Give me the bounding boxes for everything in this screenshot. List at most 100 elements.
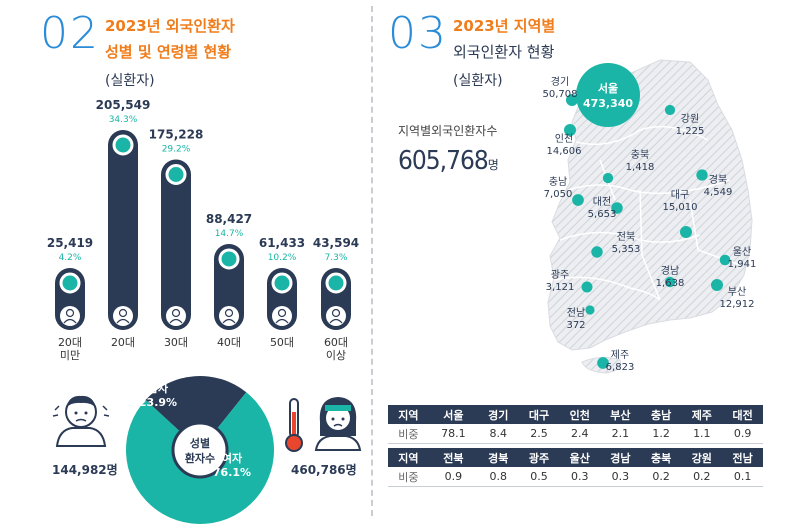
bar-percent-label: 14.7% (215, 229, 244, 239)
region-marker-dot (664, 276, 676, 288)
region-name: 경기 (551, 75, 569, 88)
donut-center-line2: 환자수 (185, 451, 215, 465)
share-row-1: 비중 78.1 8.4 2.5 2.4 2.1 1.2 1.1 0.9 (388, 424, 763, 444)
donut-center (171, 421, 229, 479)
region-value: 1,638 (656, 278, 685, 289)
gender-slice-percent: 76.1% (213, 466, 251, 479)
region-name: 충남 (549, 176, 567, 188)
bar-category-label: 60대 (324, 336, 348, 349)
bar-value-label: 175,228 (149, 128, 204, 142)
table-cell: 비중 (388, 424, 429, 444)
table-cell: 1.1 (681, 424, 723, 444)
table-cell: 충북 (640, 448, 682, 467)
region-value: 15,010 (663, 202, 698, 213)
table-cell: 대구 (518, 405, 560, 424)
thermometer-icon (285, 398, 303, 452)
section-03-subtitle: (실환자) (453, 73, 503, 89)
section-03-title-line2: 외국인환자 현황 (453, 43, 555, 61)
table-cell: 울산 (559, 448, 601, 467)
table-cell: 0.3 (559, 467, 601, 487)
section-03-title-line1: 2023년 지역별 (453, 17, 556, 35)
bar-category-label: 20대 (111, 336, 135, 349)
region-value: 7,050 (544, 189, 573, 200)
table-cell: 광주 (518, 448, 560, 467)
person-icon (171, 308, 181, 318)
region-marker-dot (585, 305, 595, 315)
region-value: 473,340 (583, 97, 633, 110)
person-icon-body (222, 318, 236, 324)
age-bar (108, 130, 138, 330)
table-cell: 0.2 (640, 467, 682, 487)
bar-marker-dot (112, 134, 134, 156)
region-marker-dot (719, 254, 731, 266)
table-cell: 대전 (722, 405, 763, 424)
section-02-title-line1: 2023년 외국인환자 (105, 17, 235, 35)
table-cell: 8.4 (477, 424, 519, 444)
region-name: 전남 (567, 307, 585, 319)
region-bubble-featured (576, 63, 640, 127)
region-value: 1,418 (626, 162, 655, 173)
person-icon-body (116, 318, 130, 324)
region-marker-dot (711, 279, 723, 291)
table-spacer (388, 443, 763, 448)
table-cell: 2.5 (518, 424, 560, 444)
bar-value-label: 25,419 (47, 236, 93, 250)
table-cell: 강원 (681, 448, 723, 467)
table-cell: 0.5 (518, 467, 560, 487)
table-cell: 0.3 (600, 467, 641, 487)
table-cell: 지역 (388, 405, 429, 424)
gender-slice-name: 여자 (222, 451, 243, 465)
table-cell: 0.1 (722, 467, 763, 487)
region-name: 제주 (611, 349, 629, 361)
bar-category-label: 40대 (217, 336, 241, 349)
bar-marker-dot (165, 164, 187, 186)
table-cell: 제주 (681, 405, 723, 424)
total-label: 지역별외국인환자수 (398, 124, 498, 138)
table-cell: 부산 (600, 405, 641, 424)
gender-slice-name: 남자 (148, 381, 169, 395)
region-marker-dot (611, 202, 623, 214)
female-count: 460,786명 (291, 463, 357, 477)
person-icon-body (63, 318, 77, 324)
region-value: 5,353 (612, 244, 641, 255)
table-cell: 비중 (388, 467, 429, 487)
person-icon-body (329, 318, 343, 324)
region-marker-dot (664, 104, 676, 116)
bar-category-label: 20대 (58, 336, 82, 349)
region-value: 14,606 (547, 146, 582, 157)
table-cell: 충남 (640, 405, 682, 424)
table-cell: 0.2 (681, 467, 723, 487)
region-name: 울산 (733, 246, 751, 258)
region-name: 광주 (551, 269, 569, 281)
region-header-row-1: 지역 서울 경기 대구 인천 부산 충남 제주 대전 (388, 405, 763, 424)
gender-slice-percent: 23.9% (139, 396, 177, 409)
person-icon (65, 308, 75, 318)
table-cell: 경북 (477, 448, 519, 467)
table-cell: 0.9 (722, 424, 763, 444)
region-value: 1,941 (728, 259, 757, 270)
region-marker-dot (680, 226, 692, 238)
region-value: 50,708 (543, 89, 578, 100)
region-value: 12,912 (720, 299, 755, 310)
table-cell: 0.9 (428, 467, 478, 487)
section-02-number: 02 (40, 8, 100, 59)
person-icon (277, 308, 287, 318)
male-count: 144,982명 (52, 463, 118, 477)
bar-marker-dot (218, 248, 240, 270)
person-icon (224, 308, 234, 318)
bar-percent-label: 29.2% (162, 145, 191, 155)
region-value: 3,121 (546, 282, 575, 293)
table-cell: 2.4 (559, 424, 601, 444)
region-name: 경북 (709, 173, 727, 186)
bar-marker-dot (271, 272, 293, 294)
region-header-row-2: 지역 전북 경북 광주 울산 경남 충북 강원 전남 (388, 448, 763, 467)
table-cell: 전북 (428, 448, 478, 467)
bar-marker-dot (325, 272, 347, 294)
table-cell: 전남 (722, 448, 763, 467)
bar-percent-label: 10.2% (268, 253, 297, 263)
bar-percent-label: 34.3% (109, 115, 138, 125)
region-name: 충북 (631, 149, 649, 161)
bar-value-label: 61,433 (259, 236, 305, 250)
